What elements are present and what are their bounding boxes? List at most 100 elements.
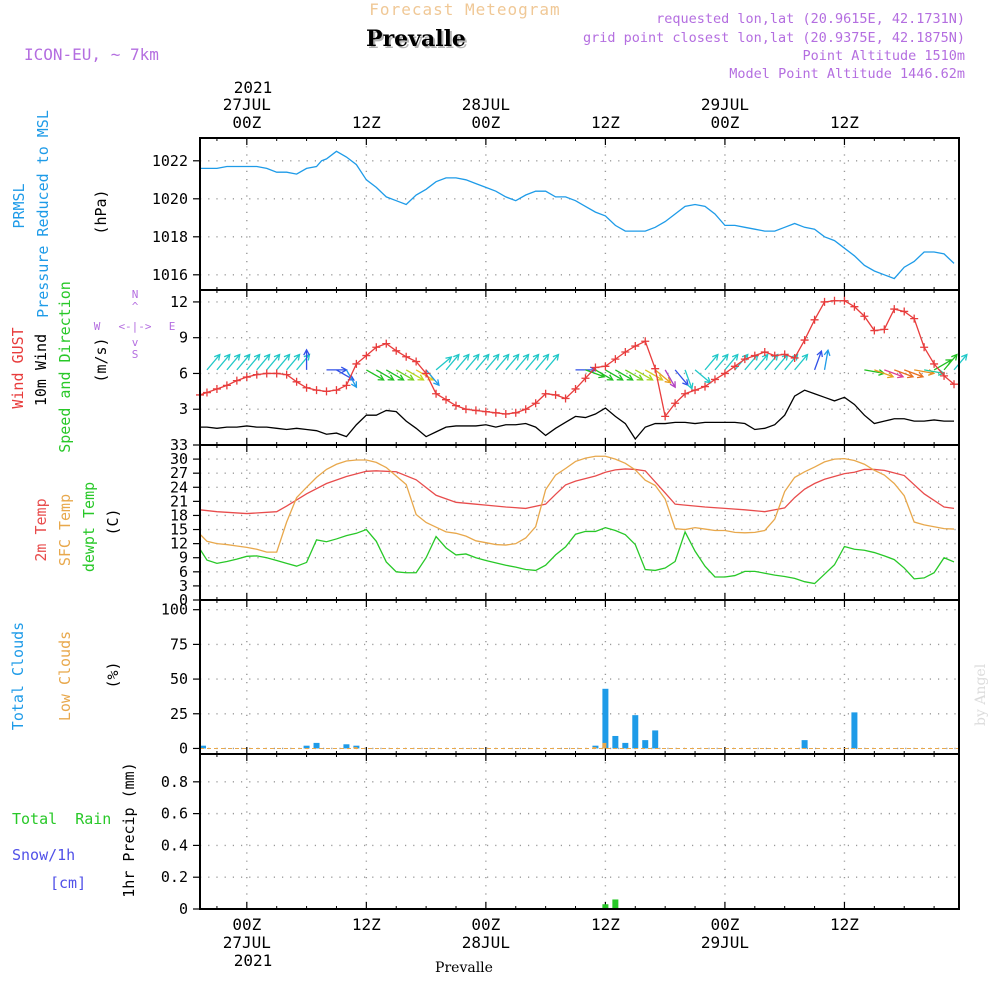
gust-marker	[491, 408, 500, 417]
gust-marker	[671, 399, 680, 408]
total-clouds-label: Total Clouds	[9, 622, 27, 730]
gust-marker	[870, 326, 879, 335]
gust-marker	[720, 369, 729, 378]
precip-ytick-label: 0	[179, 900, 188, 918]
gust-marker	[541, 389, 550, 398]
wind-arrow-shaft	[415, 369, 434, 381]
wind-arrow-shaft	[674, 369, 689, 386]
wind-arrow-head	[253, 353, 261, 361]
cloud-labels: Total Clouds Low Clouds (%)	[9, 622, 122, 730]
wind-arrow-shaft	[704, 354, 719, 371]
temp-ytick-label: 12	[170, 535, 188, 553]
gust-marker	[571, 384, 580, 393]
wind-arrow-head	[283, 353, 291, 361]
low-cloud-bar	[353, 747, 358, 749]
wind-arrow-head	[492, 353, 500, 361]
wind-arrow-head	[712, 353, 719, 361]
gust-marker	[820, 297, 829, 306]
wind-arrow-head	[293, 353, 301, 361]
gust-marker	[471, 406, 480, 415]
gust-marker	[302, 383, 311, 392]
temp-ytick-label: 21	[170, 492, 188, 510]
wind-arrow-shaft	[296, 354, 310, 371]
wind-arrow-shaft	[286, 354, 301, 371]
wind-arrow-head	[532, 353, 540, 361]
wind-arrow-head	[223, 353, 231, 361]
wind-arrow-head	[417, 374, 425, 381]
2m-temp-line	[199, 468, 955, 515]
gust-marker	[451, 401, 460, 410]
wind-arrow-head	[951, 353, 958, 361]
wind-arrow-shaft	[884, 369, 904, 378]
gust-marker	[810, 315, 819, 324]
gust-marker	[760, 348, 769, 356]
gust-marker	[601, 362, 610, 371]
wind-arrow-shaft	[445, 354, 460, 371]
pressure-ytick-label: 1020	[152, 190, 188, 208]
wind-arrow-shaft	[664, 369, 676, 388]
wind-arrow-shaft	[485, 354, 500, 371]
gust-marker	[950, 380, 959, 389]
clouds-ytick-label: 25	[170, 705, 188, 723]
precip-ytick-label: 0.4	[161, 836, 188, 854]
pressure-ytick-label: 1022	[152, 152, 188, 170]
gust-marker	[770, 351, 779, 360]
wind-arrow-shaft	[953, 354, 968, 371]
pressure-ytick-label: 1016	[152, 266, 188, 284]
gust-marker	[880, 325, 889, 334]
wind-unit-label: (m/s)	[92, 337, 110, 382]
watermark: by Angel	[973, 663, 989, 726]
bottom-axis-hour-label: 00Z	[710, 915, 739, 934]
gust-marker	[591, 363, 600, 372]
wind-arrow-head	[377, 374, 385, 381]
prmsl-desc-label: Pressure Reduced to MSL	[34, 110, 52, 318]
compass-e: E	[169, 320, 176, 333]
grid-point-coords: grid point closest lon,lat (20.9375E, 42…	[583, 30, 965, 46]
wind-arrow-shaft	[535, 354, 550, 371]
bottom-axis-hour-label: 00Z	[471, 915, 500, 934]
pressure-labels: PRMSL Pressure Reduced to MSL (hPa)	[10, 110, 110, 318]
wind-arrow-shaft	[754, 354, 769, 371]
gust-marker	[631, 342, 640, 351]
gust-marker	[402, 352, 411, 361]
gust-marker	[292, 377, 301, 386]
gust-marker	[840, 296, 849, 305]
wind-arrow-head	[669, 381, 676, 389]
wind-arrow-shaft	[914, 369, 934, 374]
gust-marker	[232, 376, 241, 385]
wind10-label: 10m Wind	[32, 334, 50, 406]
wind-arrow-shaft	[724, 354, 739, 371]
bottom-caption: Prevalle	[435, 960, 493, 976]
top-axis-hour-label: 00Z	[232, 113, 261, 132]
gust-marker	[940, 371, 949, 380]
wind-arrow-shaft	[615, 369, 634, 381]
wind-arrow-head	[664, 376, 672, 384]
compass-vert: ^	[132, 300, 139, 313]
gust-marker	[332, 386, 341, 395]
precip-ytick-label: 0.8	[161, 773, 188, 791]
gust-marker	[382, 339, 391, 348]
wind-arrow-head	[616, 374, 624, 381]
model-point-altitude: Model Point Altitude 1446.62m	[729, 66, 965, 82]
gust-marker	[561, 394, 570, 403]
wind-arrow-shaft	[226, 354, 241, 371]
gust-marker	[710, 375, 719, 384]
total-cloud-bar	[652, 730, 659, 749]
gust-marker	[621, 348, 630, 356]
wind-arrow-shaft	[654, 369, 671, 384]
point-altitude: Point Altitude 1510m	[802, 48, 965, 64]
gust-marker	[531, 399, 540, 408]
gust-marker	[641, 337, 650, 346]
wind-arrow-shaft	[216, 354, 231, 371]
sfc-temp-line	[199, 455, 955, 553]
wind-arrow-head	[214, 353, 221, 361]
wind-arrow-shaft	[505, 354, 520, 371]
wind-arrow-shaft	[405, 369, 424, 381]
gust-marker	[242, 373, 251, 382]
wind-arrow-head	[407, 374, 415, 381]
temp-unit-label: (C)	[104, 508, 122, 535]
wind-arrow-shaft	[595, 369, 614, 381]
wind-arrow-head	[263, 353, 271, 361]
wind-arrow-head	[453, 353, 460, 361]
